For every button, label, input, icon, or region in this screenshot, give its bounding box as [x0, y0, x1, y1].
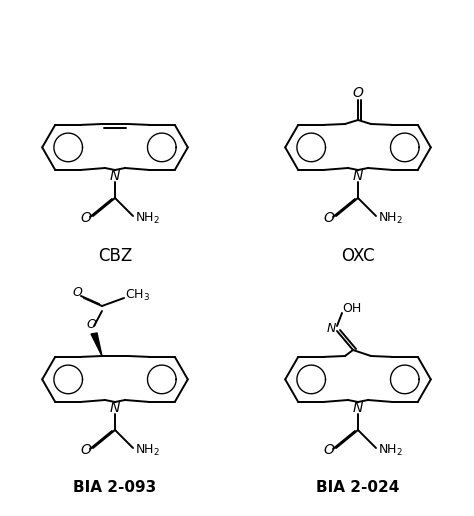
- Text: O: O: [324, 443, 335, 457]
- Text: BIA 2-093: BIA 2-093: [73, 480, 156, 495]
- Text: CBZ: CBZ: [98, 247, 132, 265]
- Text: N: N: [110, 401, 120, 415]
- Text: N: N: [110, 169, 120, 183]
- Text: OH: OH: [342, 302, 362, 315]
- Text: NH$_2$: NH$_2$: [135, 442, 159, 458]
- Text: N: N: [353, 169, 363, 183]
- Text: NH$_2$: NH$_2$: [377, 442, 402, 458]
- Text: OXC: OXC: [341, 247, 375, 265]
- Text: NH$_2$: NH$_2$: [377, 211, 402, 225]
- Text: N: N: [353, 401, 363, 415]
- Text: O: O: [81, 443, 91, 457]
- Text: N: N: [326, 321, 336, 334]
- Text: O: O: [81, 211, 91, 225]
- Text: O: O: [353, 86, 364, 100]
- Text: O: O: [324, 211, 335, 225]
- Text: NH$_2$: NH$_2$: [135, 211, 159, 225]
- Text: O: O: [72, 286, 82, 299]
- Polygon shape: [91, 333, 102, 356]
- Text: O: O: [86, 317, 96, 331]
- Text: CH$_3$: CH$_3$: [126, 287, 151, 302]
- Text: BIA 2-024: BIA 2-024: [316, 480, 400, 495]
